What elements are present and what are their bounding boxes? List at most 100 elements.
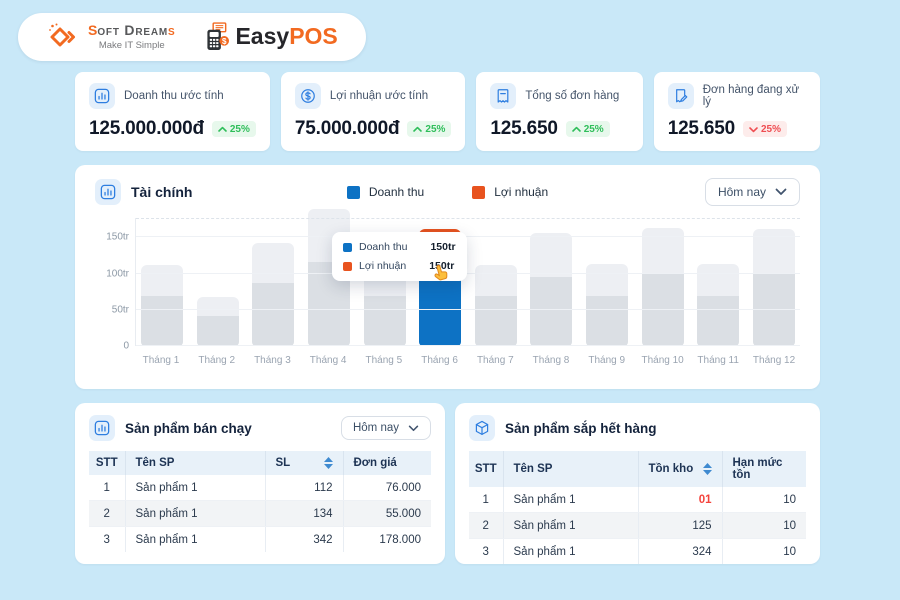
- table-cell: 3: [89, 526, 126, 552]
- receipt-icon: [490, 83, 517, 109]
- bar-9[interactable]: [586, 264, 628, 346]
- gridline: 0: [123, 341, 800, 352]
- x-axis-label: Tháng 12: [752, 355, 796, 366]
- column-header: Tên SP: [125, 451, 266, 475]
- bar-chart-icon: [89, 415, 115, 441]
- x-axis-label: Tháng 10: [641, 355, 684, 366]
- tooltip-series-value: 150tr: [429, 260, 455, 272]
- bar-2[interactable]: [196, 297, 239, 346]
- table-cell: 55.000: [343, 500, 431, 527]
- best-sellers-table: STT Tên SP SL Đơn giá 1 Sản phẩm 1 112 76.000 2…: [89, 451, 431, 552]
- stat-value: 125.650: [490, 118, 558, 139]
- chart-legend: Doanh thu Lợi nhuận: [95, 185, 800, 199]
- table-row: 3 Sản phẩm 1 324 10: [469, 538, 806, 564]
- chart-bars: [136, 209, 800, 346]
- x-axis-label: Tháng 7: [476, 355, 514, 366]
- table-cell: Sản phẩm 1: [125, 475, 266, 501]
- receipt-edit-icon: [667, 83, 694, 109]
- stat-card-1: Doanh thu ước tính 125.000.000đ 25%: [75, 72, 270, 151]
- bar-segment-loi-nhuan: [474, 265, 517, 296]
- stat-card-2: Lợi nhuận ước tính 75.000.000đ 25%: [280, 72, 466, 151]
- table-cell: 1: [89, 475, 126, 501]
- table-row: 1 Sản phẩm 1 01 10: [469, 487, 806, 513]
- tooltip-series-label: Doanh thu: [359, 241, 408, 253]
- best-sellers-card: Sản phẩm bán chạy Hôm nay STT Tên SP SL Đơn…: [75, 403, 445, 564]
- table-cell: 342: [265, 526, 344, 552]
- package-icon: [469, 415, 495, 441]
- bar-10[interactable]: [641, 228, 684, 346]
- x-axis-label: Tháng 8: [532, 355, 570, 366]
- table-cell: 112: [265, 475, 344, 501]
- table-cell: 10: [783, 545, 796, 558]
- bar-segment-doanh-thu: [252, 283, 295, 346]
- bar-segment-loi-nhuan: [641, 228, 684, 273]
- table-row: 2 Sản phẩm 1 134 55.000: [89, 500, 431, 527]
- tooltip-series-dot: [343, 242, 352, 252]
- finance-title: Tài chính: [131, 184, 193, 200]
- sort-icon[interactable]: [323, 457, 333, 469]
- finance-date-filter-dropdown[interactable]: Hôm nay: [704, 178, 800, 206]
- easypos-wordmark: EasyPOS: [235, 23, 338, 49]
- bar-segment-loi-nhuan: [586, 264, 628, 296]
- stat-card-3: Tổng số đơn hàng 125.650 25%: [476, 72, 643, 151]
- y-axis-label: 0: [123, 340, 129, 352]
- gridline-max: [136, 218, 800, 219]
- tooltip-series-dot: [343, 261, 352, 271]
- best-sellers-date-filter-label: Hôm nay: [352, 422, 399, 434]
- y-axis-label: 150tr: [106, 231, 129, 243]
- best-sellers-date-filter-dropdown[interactable]: Hôm nay: [340, 416, 431, 440]
- bar-segment-loi-nhuan: [196, 297, 239, 316]
- change-badge: 25%: [407, 121, 452, 137]
- soft-dreams-name: Soft Dreams: [88, 22, 176, 38]
- table-cell: 01: [638, 487, 723, 513]
- legend-label: Lợi nhuận: [494, 185, 549, 199]
- table-cell: 2: [469, 512, 504, 539]
- chevron-down-icon: [408, 425, 419, 431]
- stats-row: Doanh thu ước tính 125.000.000đ 25% Lợi nhu…: [75, 72, 820, 151]
- bar-12[interactable]: [752, 229, 795, 346]
- table-cell: 324: [638, 538, 723, 564]
- column-header: STT: [89, 451, 126, 475]
- bar-segment-doanh-thu: [419, 274, 462, 346]
- table-cell: Sản phẩm 1: [125, 526, 266, 552]
- column-header: SL: [265, 451, 344, 475]
- legend-item: Doanh thu: [346, 185, 424, 199]
- bar-segment-loi-nhuan: [697, 264, 740, 296]
- x-axis-label: Tháng 11: [697, 355, 739, 366]
- bar-11[interactable]: [697, 264, 740, 346]
- tooltip-row: Doanh thu 150tr: [343, 241, 456, 253]
- finance-date-filter-label: Hôm nay: [717, 185, 766, 199]
- bar-3[interactable]: [252, 243, 295, 346]
- low-stock-card: Sản phẩm sắp hết hàng STT Tên SP Tồn kho Hạ…: [455, 403, 820, 564]
- table-cell: 178.000: [379, 533, 421, 546]
- dollar-circle-icon: [294, 83, 321, 109]
- bar-8[interactable]: [530, 233, 573, 346]
- bar-7[interactable]: [474, 265, 517, 346]
- tooltip-series-value: 150tr: [430, 241, 456, 253]
- easypos-logo: $ EasyPOS: [205, 22, 338, 52]
- table-cell: Sản phẩm 1: [503, 538, 639, 564]
- legend-swatch: [346, 185, 360, 199]
- bar-segment-loi-nhuan: [530, 233, 573, 277]
- y-axis-label: 100tr: [106, 268, 129, 280]
- table-row: 1 Sản phẩm 1 112 76.000: [89, 475, 431, 501]
- bar-segment-doanh-thu: [530, 277, 573, 346]
- table-cell: Sản phẩm 1: [503, 512, 639, 539]
- bar-1[interactable]: [141, 265, 183, 346]
- gridline: 50tr: [112, 305, 800, 316]
- table-cell: 125: [638, 512, 723, 539]
- table-cell: 2: [89, 500, 126, 527]
- table-cell: 3: [469, 538, 504, 564]
- stat-value: 125.000.000đ: [89, 118, 204, 139]
- chart-plot-area: Doanh thu 150tr Lợi nhuận 150tr 0 50tr 100tr 1…: [106, 209, 800, 352]
- stat-value: 75.000.000đ: [294, 118, 400, 139]
- change-badge: 25%: [565, 121, 610, 137]
- bar-segment-doanh-thu: [141, 296, 183, 346]
- column-header: Đơn giá: [343, 451, 431, 475]
- column-header: Tên SP: [503, 451, 639, 487]
- sort-icon[interactable]: [702, 463, 712, 475]
- column-header: STT: [469, 451, 504, 487]
- x-axis-label: Tháng 5: [365, 355, 403, 366]
- stat-card-4: Đơn hàng đang xử lý 125.650 25%: [653, 72, 820, 151]
